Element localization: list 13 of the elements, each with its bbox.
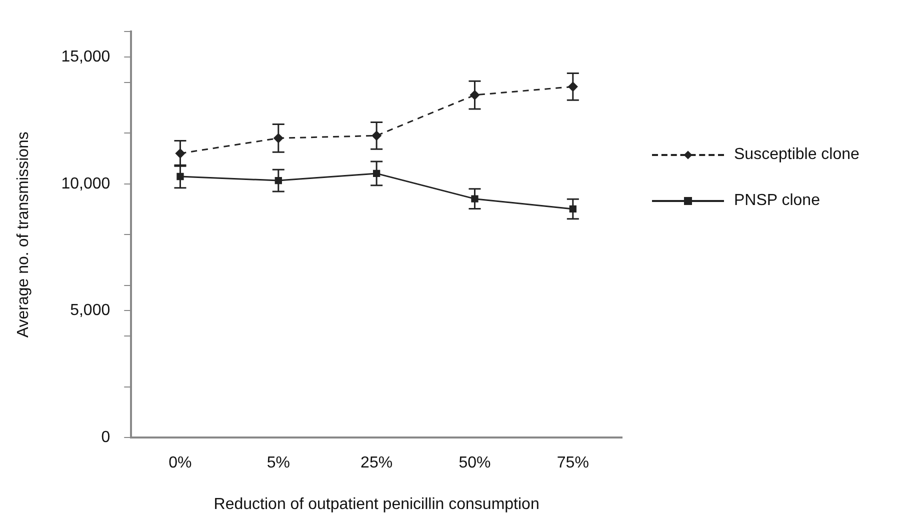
y-tick-label: 10,000 [61,175,110,192]
x-tick-label: 75% [556,454,589,472]
legend-label: Susceptible clone [734,146,860,164]
x-tick-label: 5% [266,454,290,472]
x-tick-label: 50% [458,454,491,472]
x-tick-label: 0% [168,454,192,472]
x-tick-label: 25% [360,454,393,472]
y-tick-label: 0 [101,429,110,446]
y-tick-label: 5,000 [70,302,110,320]
legend-label: PNSP clone [734,192,820,210]
x-axis-title: Reduction of outpatient penicillin consumption [214,496,540,513]
y-axis-title: Average no. of transmissions [15,132,32,338]
y-tick-label: 15,000 [61,48,110,66]
